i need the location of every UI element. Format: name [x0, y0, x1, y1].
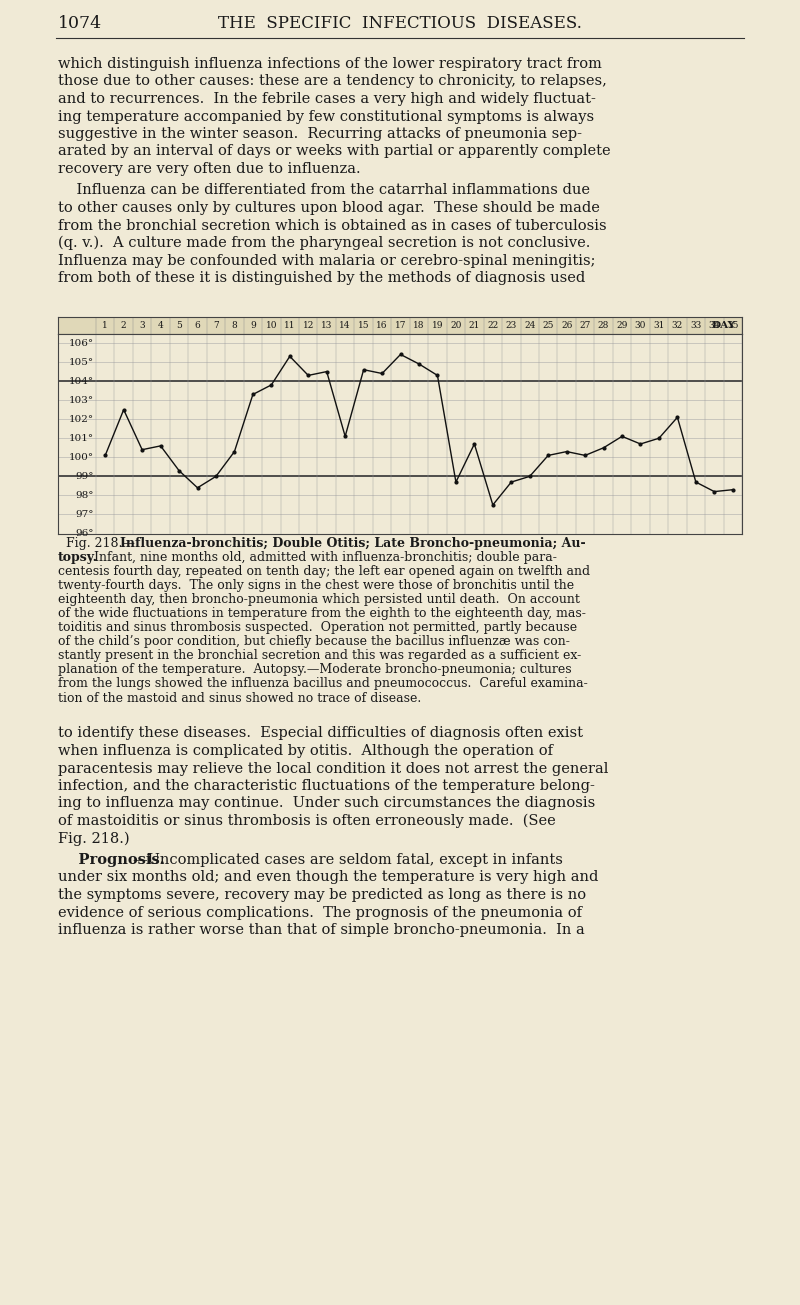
Text: 32: 32: [672, 321, 683, 330]
Text: 31: 31: [654, 321, 665, 330]
Text: under six months old; and even though the temperature is very high and: under six months old; and even though th…: [58, 870, 598, 885]
Text: recovery are very often due to influenza.: recovery are very often due to influenza…: [58, 162, 361, 176]
Text: eighteenth day, then broncho-pneumonia which persisted until death.  On account: eighteenth day, then broncho-pneumonia w…: [58, 594, 580, 607]
Text: 1074: 1074: [58, 14, 102, 33]
Text: Prognosis.: Prognosis.: [58, 853, 165, 867]
Text: influenza is rather worse than that of simple broncho-pneumonia.  In a: influenza is rather worse than that of s…: [58, 923, 585, 937]
Text: —Uncomplicated cases are seldom fatal, except in infants: —Uncomplicated cases are seldom fatal, e…: [133, 853, 563, 867]
Text: Influenza may be confounded with malaria or cerebro-spinal meningitis;: Influenza may be confounded with malaria…: [58, 253, 595, 268]
Text: 103°: 103°: [69, 395, 94, 405]
Text: 6: 6: [194, 321, 200, 330]
Text: of the child’s poor condition, but chiefly because the bacillus influenzæ was co: of the child’s poor condition, but chief…: [58, 636, 570, 649]
Text: 99°: 99°: [75, 472, 94, 480]
Text: evidence of serious complications.  The prognosis of the pneumonia of: evidence of serious complications. The p…: [58, 906, 582, 920]
Text: ing to influenza may continue.  Under such circumstances the diagnosis: ing to influenza may continue. Under suc…: [58, 796, 595, 810]
Text: from both of these it is distinguished by the methods of diagnosis used: from both of these it is distinguished b…: [58, 271, 586, 284]
Text: 10: 10: [266, 321, 277, 330]
Text: 1: 1: [102, 321, 108, 330]
Text: 105°: 105°: [69, 358, 94, 367]
Text: 15: 15: [358, 321, 370, 330]
Text: from the lungs showed the influenza bacillus and pneumococcus.  Careful examina-: from the lungs showed the influenza baci…: [58, 677, 588, 690]
Text: of mastoiditis or sinus thrombosis is often erroneously made.  (See: of mastoiditis or sinus thrombosis is of…: [58, 813, 556, 827]
Text: 102°: 102°: [69, 415, 94, 424]
Text: planation of the temperature.  Autopsy.—Moderate broncho-pneumonia; cultures: planation of the temperature. Autopsy.—M…: [58, 663, 572, 676]
Text: 34: 34: [709, 321, 720, 330]
Text: 20: 20: [450, 321, 462, 330]
Text: 18: 18: [414, 321, 425, 330]
Text: tion of the mastoid and sinus showed no trace of disease.: tion of the mastoid and sinus showed no …: [58, 692, 422, 705]
Text: Influenza can be differentiated from the catarrhal inflammations due: Influenza can be differentiated from the…: [58, 184, 590, 197]
Text: 33: 33: [690, 321, 702, 330]
Text: from the bronchial secretion which is obtained as in cases of tuberculosis: from the bronchial secretion which is ob…: [58, 218, 606, 232]
Text: suggestive in the winter season.  Recurring attacks of pneumonia sep-: suggestive in the winter season. Recurri…: [58, 127, 582, 141]
Text: 30: 30: [634, 321, 646, 330]
Text: topsy.: topsy.: [58, 552, 98, 565]
Text: 96°: 96°: [75, 529, 94, 538]
Text: those due to other causes: these are a tendency to chronicity, to relapses,: those due to other causes: these are a t…: [58, 74, 607, 89]
Text: 98°: 98°: [75, 491, 94, 500]
Text: to other causes only by cultures upon blood agar.  These should be made: to other causes only by cultures upon bl…: [58, 201, 600, 215]
Text: 25: 25: [542, 321, 554, 330]
Text: centesis fourth day, repeated on tenth day; the left ear opened again on twelfth: centesis fourth day, repeated on tenth d…: [58, 565, 590, 578]
Text: (q. v.).  A culture made from the pharyngeal secretion is not conclusive.: (q. v.). A culture made from the pharyng…: [58, 236, 590, 251]
Text: paracentesis may relieve the local condition it does not arrest the general: paracentesis may relieve the local condi…: [58, 762, 608, 775]
Text: when influenza is complicated by otitis.  Although the operation of: when influenza is complicated by otitis.…: [58, 744, 553, 758]
Text: arated by an interval of days or weeks with partial or apparently complete: arated by an interval of days or weeks w…: [58, 145, 610, 158]
Text: 19: 19: [432, 321, 443, 330]
Text: 26: 26: [561, 321, 572, 330]
Text: 35: 35: [727, 321, 738, 330]
Text: 97°: 97°: [75, 510, 94, 519]
Text: 3: 3: [139, 321, 145, 330]
Text: 13: 13: [321, 321, 333, 330]
Text: 29: 29: [616, 321, 628, 330]
Text: 5: 5: [176, 321, 182, 330]
Text: the symptoms severe, recovery may be predicted as long as there is no: the symptoms severe, recovery may be pre…: [58, 887, 586, 902]
Text: 12: 12: [302, 321, 314, 330]
Text: 21: 21: [469, 321, 480, 330]
Text: 4: 4: [158, 321, 163, 330]
Text: Fig. 218.): Fig. 218.): [58, 831, 130, 846]
Text: DAY: DAY: [711, 321, 735, 330]
Text: 100°: 100°: [69, 453, 94, 462]
Text: 2: 2: [121, 321, 126, 330]
Text: ing temperature accompanied by few constitutional symptoms is always: ing temperature accompanied by few const…: [58, 110, 594, 124]
Text: and to recurrences.  In the febrile cases a very high and widely fluctuat-: and to recurrences. In the febrile cases…: [58, 91, 596, 106]
Text: 24: 24: [524, 321, 535, 330]
Text: twenty-fourth days.  The only signs in the chest were those of bronchitis until : twenty-fourth days. The only signs in th…: [58, 579, 574, 592]
Text: 16: 16: [376, 321, 388, 330]
Text: of the wide fluctuations in temperature from the eighth to the eighteenth day, m: of the wide fluctuations in temperature …: [58, 608, 586, 620]
Text: THE  SPECIFIC  INFECTIOUS  DISEASES.: THE SPECIFIC INFECTIOUS DISEASES.: [218, 14, 582, 33]
Text: 14: 14: [339, 321, 351, 330]
Text: 104°: 104°: [69, 377, 94, 385]
Text: 27: 27: [579, 321, 591, 330]
Text: Influenza-bronchitis; Double Otitis; Late Broncho-pneumonia; Au-: Influenza-bronchitis; Double Otitis; Lat…: [120, 538, 586, 551]
Text: to identify these diseases.  Especial difficulties of diagnosis often exist: to identify these diseases. Especial dif…: [58, 727, 583, 740]
Text: 17: 17: [394, 321, 406, 330]
Text: Fig. 218.—: Fig. 218.—: [58, 538, 135, 551]
Text: 106°: 106°: [69, 338, 94, 347]
Text: stantly present in the bronchial secretion and this was regarded as a sufficient: stantly present in the bronchial secreti…: [58, 650, 582, 663]
Text: 11: 11: [284, 321, 295, 330]
Text: 9: 9: [250, 321, 256, 330]
Text: 23: 23: [506, 321, 517, 330]
Text: which distinguish influenza infections of the lower respiratory tract from: which distinguish influenza infections o…: [58, 57, 602, 70]
Text: 101°: 101°: [69, 433, 94, 442]
Text: 22: 22: [487, 321, 498, 330]
Text: 7: 7: [213, 321, 219, 330]
Text: toiditis and sinus thrombosis suspected.  Operation not permitted, partly becaus: toiditis and sinus thrombosis suspected.…: [58, 621, 577, 634]
Text: 8: 8: [231, 321, 238, 330]
Text: 28: 28: [598, 321, 610, 330]
Text: infection, and the characteristic fluctuations of the temperature belong-: infection, and the characteristic fluctu…: [58, 779, 595, 793]
Text: Infant, nine months old, admitted with influenza-bronchitis; double para-: Infant, nine months old, admitted with i…: [86, 552, 557, 565]
